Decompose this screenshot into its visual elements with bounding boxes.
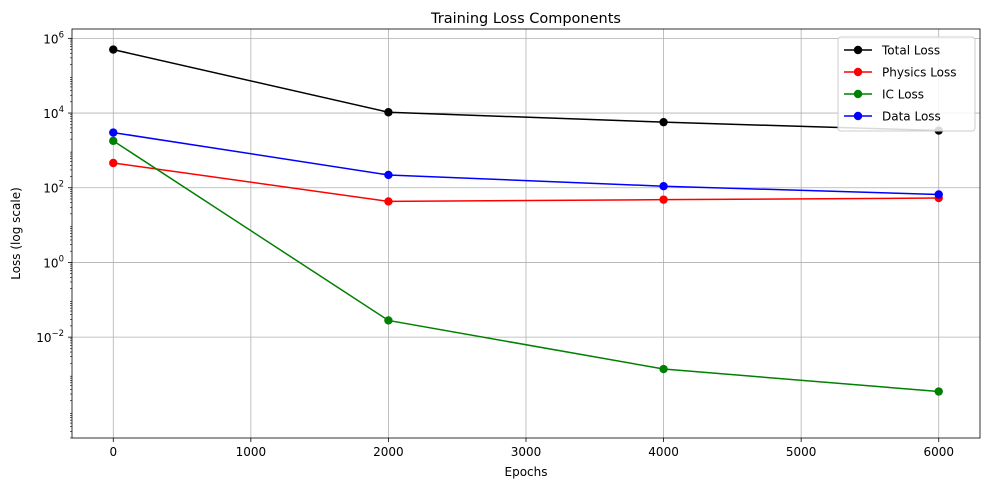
legend-marker <box>853 45 863 55</box>
data-point <box>659 195 668 204</box>
y-tick-label: 104 <box>43 105 64 121</box>
legend: Total Loss Physics Loss IC Loss Data Loss <box>837 36 976 132</box>
grid <box>72 29 980 438</box>
y-tick-label: 106 <box>43 30 64 46</box>
x-tick-label: 5000 <box>786 445 817 459</box>
x-tick-label: 0 <box>109 445 117 459</box>
data-point <box>659 181 668 191</box>
legend-label: Total Loss <box>881 44 940 58</box>
chart-title: Training Loss Components <box>430 11 621 27</box>
series-line <box>113 162 939 203</box>
data-point <box>384 170 393 180</box>
series-layer <box>109 45 943 396</box>
data-point <box>109 158 118 168</box>
y-axis-ticks: 10−2 100 102 104 106 <box>36 30 72 439</box>
data-point <box>109 128 118 137</box>
x-tick-label: 4000 <box>648 445 679 459</box>
y-tick-label: 10−2 <box>36 329 64 345</box>
x-axis-title: Epochs <box>505 465 548 479</box>
x-axis-ticks: 0 1000 2000 3000 4000 5000 6000 <box>109 438 954 459</box>
x-tick-label: 2000 <box>373 445 404 459</box>
legend-label: IC Loss <box>882 88 924 102</box>
x-tick-label: 1000 <box>236 445 267 459</box>
legend-label: Data Loss <box>882 110 941 124</box>
legend-label: Physics Loss <box>882 66 957 80</box>
series-line <box>112 140 939 393</box>
data-point <box>934 190 943 199</box>
data-point <box>659 364 668 374</box>
y-tick-label: 100 <box>43 254 64 270</box>
data-point <box>109 136 118 146</box>
legend-box <box>837 36 976 132</box>
x-tick-label: 3000 <box>511 445 542 459</box>
data-point <box>934 387 943 396</box>
series-line <box>113 48 939 132</box>
data-point <box>384 197 393 206</box>
legend-marker <box>853 89 863 99</box>
series-line <box>113 131 939 196</box>
data-point <box>659 117 668 127</box>
data-point <box>384 108 393 117</box>
data-point <box>109 45 118 54</box>
y-axis-title: Loss (log scale) <box>9 187 23 280</box>
legend-marker <box>853 111 863 121</box>
x-tick-label: 6000 <box>923 445 954 459</box>
legend-marker <box>853 67 863 77</box>
y-tick-label: 102 <box>43 180 64 196</box>
data-point <box>384 316 393 325</box>
